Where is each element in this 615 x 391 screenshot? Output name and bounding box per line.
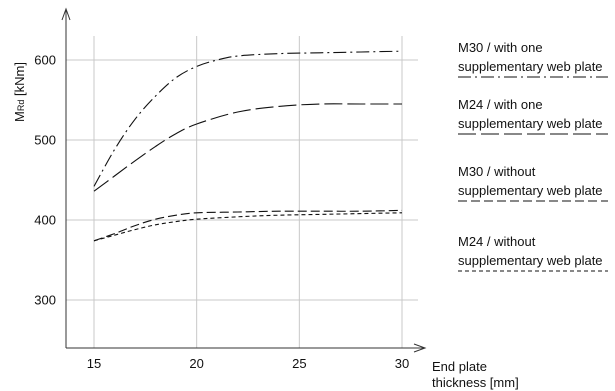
legend-entry-line2: supplementary web plate (458, 59, 603, 74)
y-tick-label: 300 (34, 293, 56, 308)
series-line-3 (93, 209, 403, 242)
y-axis-label-unit: [kNm] (12, 62, 27, 100)
legend-entry-line1: M24 / with one (458, 97, 543, 112)
series-lines (93, 50, 403, 242)
y-tick-label: 400 (34, 213, 56, 228)
x-tick-label: 30 (395, 356, 409, 371)
y-tick-label: 600 (34, 53, 56, 68)
x-axis-label-line1: End plate (432, 359, 487, 374)
tick-labels: 15 20 25 30 300 400 500 600 (34, 53, 409, 372)
legend-entry-line2: supplementary web plate (458, 253, 603, 268)
y-axis-label: MRd [kNm] (12, 62, 27, 122)
axes (61, 7, 427, 353)
legend-entry-4: M24 / without supplementary web plate (458, 234, 608, 272)
y-axis-label-subscript: Rd (16, 100, 26, 112)
y-axis-arrowhead (61, 7, 71, 21)
series-line-4 (93, 212, 403, 242)
series-line-1 (93, 50, 403, 187)
legend-entry-2: M24 / with one supplementary web plate (458, 97, 608, 135)
x-axis-label-line2: thickness [mm] (432, 375, 519, 390)
x-axis-arrowhead (413, 343, 427, 353)
series-line-2 (93, 103, 402, 192)
y-tick-label: 500 (34, 133, 56, 148)
legend-entry-line2: supplementary web plate (458, 116, 603, 131)
legend-entry-line1: M24 / without (458, 234, 536, 249)
legend-entry-line1: M30 / without (458, 164, 536, 179)
legend-entry-3: M30 / without supplementary web plate (458, 164, 608, 202)
grid (66, 36, 418, 348)
legend-entry-line1: M30 / with one (458, 40, 543, 55)
x-tick-label: 20 (189, 356, 203, 371)
legend-entry-line2: supplementary web plate (458, 183, 603, 198)
legend-entry-1: M30 / with one supplementary web plate (458, 40, 608, 78)
x-tick-label: 15 (87, 356, 101, 371)
x-tick-label: 25 (292, 356, 306, 371)
y-axis-label-main: M (12, 111, 27, 122)
